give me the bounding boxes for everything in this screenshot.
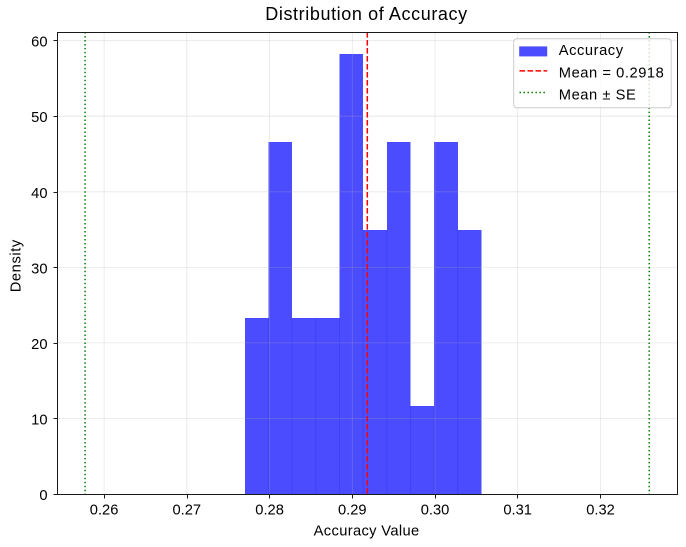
svg-text:60: 60 <box>31 35 47 51</box>
svg-text:Mean = 0.2918: Mean = 0.2918 <box>559 66 665 82</box>
svg-text:0.29: 0.29 <box>338 502 367 518</box>
svg-text:0.30: 0.30 <box>421 502 450 518</box>
svg-text:0.27: 0.27 <box>173 502 202 518</box>
svg-text:0.32: 0.32 <box>586 502 615 518</box>
svg-text:0.31: 0.31 <box>503 502 532 518</box>
svg-text:Mean ± SE: Mean ± SE <box>559 88 637 104</box>
svg-text:20: 20 <box>31 337 47 353</box>
svg-text:Density: Density <box>9 239 25 292</box>
svg-text:50: 50 <box>31 110 47 126</box>
svg-text:0.26: 0.26 <box>90 502 119 518</box>
svg-text:0.28: 0.28 <box>255 502 284 518</box>
svg-text:Accuracy: Accuracy <box>559 43 624 59</box>
svg-text:40: 40 <box>31 186 47 202</box>
svg-text:Distribution of Accuracy: Distribution of Accuracy <box>265 4 467 24</box>
svg-text:Accuracy Value: Accuracy Value <box>314 524 420 540</box>
svg-text:30: 30 <box>31 261 47 277</box>
svg-text:0: 0 <box>39 488 47 504</box>
svg-text:10: 10 <box>31 413 47 429</box>
